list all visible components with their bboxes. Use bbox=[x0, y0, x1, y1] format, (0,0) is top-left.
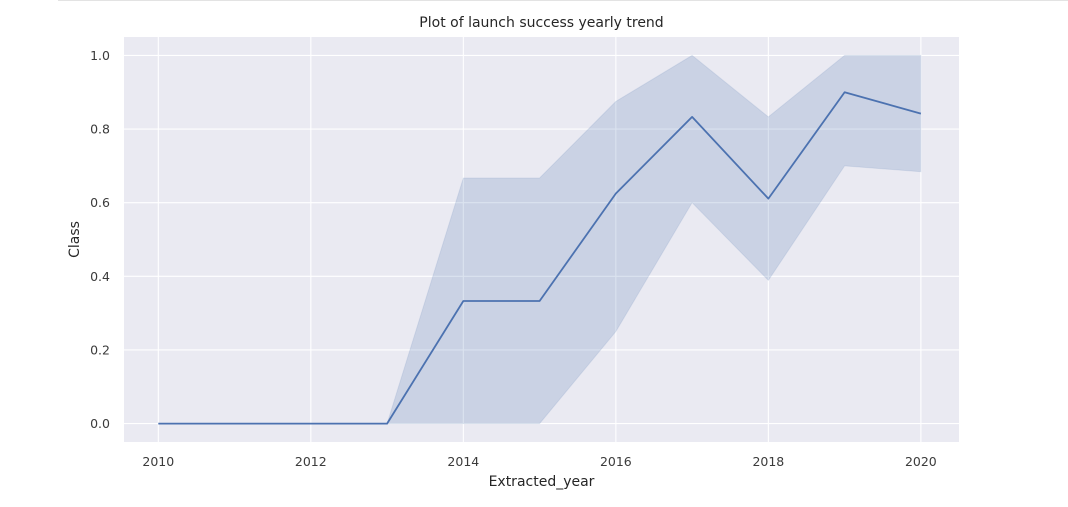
x-tick-label: 2020 bbox=[905, 454, 937, 469]
y-axis-title: Class bbox=[67, 221, 83, 258]
grid-lines bbox=[124, 37, 959, 442]
chart-title: Plot of launch success yearly trend bbox=[419, 15, 663, 31]
y-tick-label: 0.0 bbox=[90, 416, 110, 431]
y-tick-label: 0.8 bbox=[90, 122, 110, 137]
series-line-layer bbox=[158, 91, 922, 425]
x-axis-title: Extracted_year bbox=[489, 474, 595, 490]
x-tick-label: 2010 bbox=[142, 454, 174, 469]
x-tick-label: 2014 bbox=[447, 454, 479, 469]
plot-area bbox=[124, 37, 959, 442]
top-divider bbox=[58, 0, 1068, 1]
y-tick-labels: 0.0 0.2 0.4 0.6 0.8 1.0 bbox=[90, 48, 110, 431]
x-tick-label: 2012 bbox=[295, 454, 327, 469]
y-tick-label: 0.4 bbox=[90, 269, 110, 284]
x-tick-labels: 2010 2012 2014 2016 2018 2020 bbox=[142, 454, 936, 469]
series-line bbox=[158, 91, 922, 425]
x-tick-label: 2018 bbox=[752, 454, 784, 469]
x-tick-label: 2016 bbox=[600, 454, 632, 469]
y-tick-label: 0.2 bbox=[90, 342, 110, 357]
y-tick-label: 0.6 bbox=[90, 195, 110, 210]
y-tick-label: 1.0 bbox=[90, 48, 110, 63]
